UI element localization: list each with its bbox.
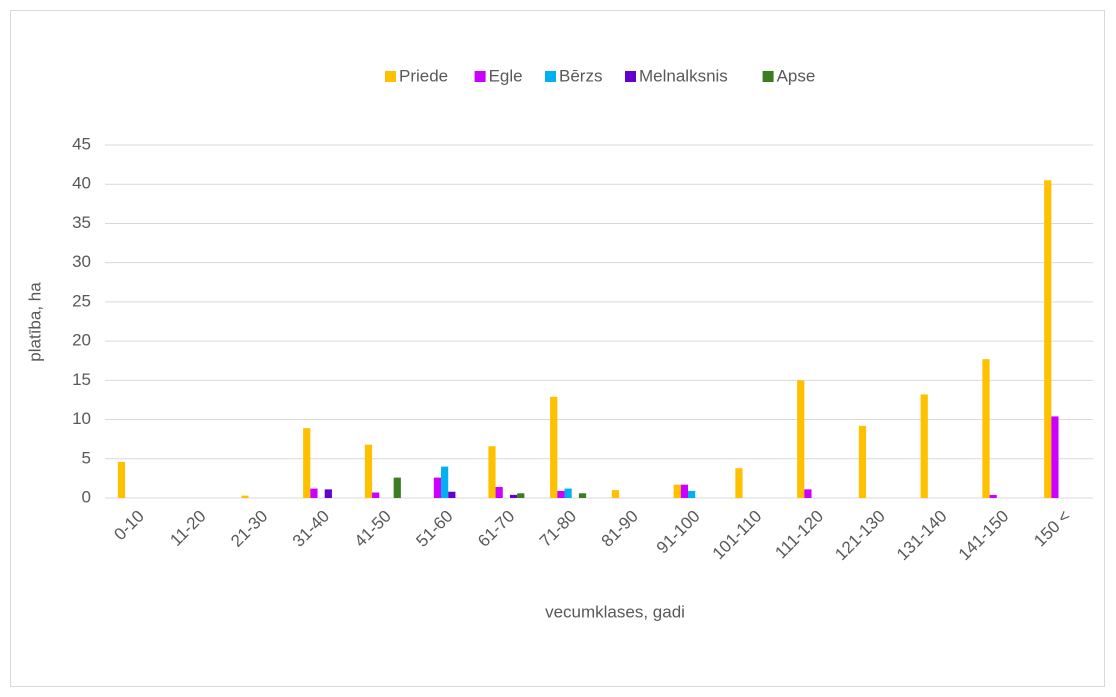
bar (804, 489, 812, 498)
bar (557, 490, 565, 498)
x-axis-label: vecumklases, gadi (545, 602, 685, 621)
y-tick-label: 10 (72, 409, 91, 428)
legend-label: Melnalksnis (639, 66, 728, 85)
y-tick-label: 20 (72, 331, 91, 350)
bar (858, 425, 867, 498)
legend-label: Bērzs (559, 66, 602, 85)
legend-swatch (762, 71, 774, 82)
bar (564, 488, 572, 498)
bar (364, 444, 373, 498)
legend-swatch (474, 71, 486, 82)
legend-swatch (385, 71, 396, 82)
bar (735, 468, 743, 498)
legend-label: Priede (399, 66, 448, 85)
bar (241, 495, 249, 498)
bar (433, 477, 442, 498)
bar (982, 359, 990, 498)
bar (509, 494, 518, 498)
y-tick-label: 0 (82, 487, 91, 506)
bar (372, 492, 380, 498)
bar (920, 394, 928, 498)
bar (1044, 180, 1052, 499)
bar (578, 493, 587, 498)
bar (688, 490, 696, 498)
legend-swatch (625, 71, 636, 82)
y-tick-label: 40 (72, 174, 91, 193)
y-axis-label: platība, ha (25, 282, 44, 362)
bar (324, 489, 332, 498)
legend-label: Apse (777, 66, 816, 85)
bar (495, 487, 503, 498)
legend-swatch (545, 71, 556, 82)
bar (673, 484, 681, 498)
bar (1051, 416, 1059, 498)
bar (393, 477, 401, 498)
chart-frame (10, 10, 1105, 687)
y-tick-label: 45 (72, 134, 91, 153)
bar (611, 490, 620, 498)
bar (117, 461, 126, 498)
bar (448, 491, 456, 498)
bar (797, 380, 805, 498)
bar (441, 466, 449, 498)
y-tick-label: 35 (72, 213, 91, 232)
bar (517, 493, 525, 498)
bar (550, 396, 558, 498)
bar (680, 484, 689, 498)
y-tick-label: 25 (72, 291, 91, 310)
y-tick-label: 30 (72, 252, 91, 271)
bar (310, 488, 318, 498)
y-tick-label: 15 (72, 370, 91, 389)
bar (303, 428, 311, 498)
bar (488, 446, 496, 498)
legend-label: Egle (489, 66, 523, 85)
y-tick-label: 5 (82, 448, 91, 467)
bar (989, 494, 997, 498)
